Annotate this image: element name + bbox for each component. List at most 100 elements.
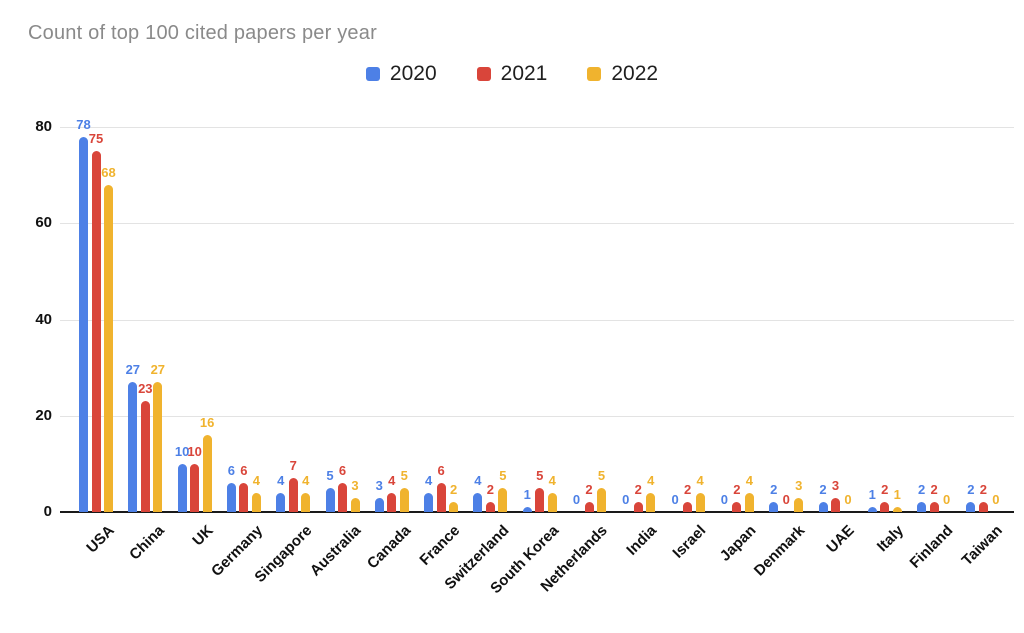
bar-france-2020[interactable]	[424, 492, 434, 512]
bar-usa-2022[interactable]	[104, 184, 113, 512]
bar-uk-2021[interactable]	[190, 463, 200, 512]
bar-singapore-2020[interactable]	[276, 492, 286, 512]
bar-label-canada-2021: 4	[388, 472, 396, 488]
bar-india-2021[interactable]	[633, 502, 643, 512]
bar-israel-2022[interactable]	[695, 492, 705, 512]
bar-label-south-korea-2022: 4	[548, 472, 556, 488]
bar-italy-2022[interactable]	[892, 507, 902, 512]
x-axis-line	[60, 511, 1014, 513]
bar-label-italy-2020: 1	[868, 487, 876, 503]
bar-label-uk-2020: 10	[174, 443, 190, 459]
legend-swatch-2021	[476, 67, 491, 81]
bar-label-israel-2022: 4	[696, 472, 704, 488]
bar-canada-2021[interactable]	[387, 492, 397, 512]
bar-uae-2021[interactable]	[831, 497, 840, 512]
legend: 2020 2021 2022	[0, 62, 1024, 86]
bar-germany-2020[interactable]	[226, 483, 236, 512]
bar-label-south-korea-2021: 5	[536, 467, 544, 483]
bar-australia-2021[interactable]	[338, 483, 347, 512]
bar-label-finland-2022: 0	[942, 492, 951, 507]
bar-israel-2021[interactable]	[683, 502, 693, 512]
bar-france-2021[interactable]	[436, 483, 446, 512]
bar-japan-2022[interactable]	[744, 492, 754, 512]
legend-item-2020[interactable]: 2020	[365, 62, 437, 86]
bar-switzerland-2022[interactable]	[498, 487, 508, 512]
bar-singapore-2022[interactable]	[301, 492, 311, 512]
bar-germany-2021[interactable]	[239, 483, 249, 512]
bar-usa-2020[interactable]	[79, 136, 88, 512]
bar-china-2021[interactable]	[140, 401, 150, 512]
bar-australia-2020[interactable]	[325, 487, 335, 512]
legend-swatch-2020	[365, 67, 380, 81]
bar-label-germany-2020: 6	[227, 463, 235, 479]
bar-switzerland-2021[interactable]	[485, 502, 495, 512]
bar-label-taiwan-2022: 0	[992, 492, 1000, 507]
bar-australia-2022[interactable]	[350, 497, 360, 512]
bar-netherlands-2021[interactable]	[584, 502, 594, 512]
bar-label-china-2021: 23	[138, 381, 153, 397]
bar-denmark-2020[interactable]	[769, 502, 779, 512]
bar-italy-2021[interactable]	[880, 502, 890, 512]
bar-label-denmark-2021: 0	[782, 492, 790, 507]
bar-netherlands-2022[interactable]	[597, 487, 606, 512]
bar-label-india-2022: 4	[647, 472, 655, 488]
bar-china-2020[interactable]	[128, 382, 138, 512]
bar-label-denmark-2022: 3	[795, 477, 803, 493]
bar-japan-2021[interactable]	[732, 502, 742, 512]
x-tick-label-india: India	[623, 522, 661, 559]
legend-item-2021[interactable]: 2021	[476, 62, 547, 86]
bar-south-korea-2022[interactable]	[547, 492, 557, 512]
bar-china-2022[interactable]	[153, 382, 163, 512]
bar-france-2022[interactable]	[449, 502, 459, 512]
bar-uk-2020[interactable]	[177, 463, 187, 512]
bar-canada-2022[interactable]	[399, 487, 409, 512]
bar-finland-2020[interactable]	[917, 502, 927, 512]
legend-item-2022[interactable]: 2022	[587, 62, 658, 86]
bar-label-japan-2020: 0	[720, 492, 728, 507]
bar-label-canada-2022: 5	[400, 467, 408, 483]
bar-canada-2020[interactable]	[374, 497, 384, 512]
bar-south-korea-2021[interactable]	[535, 487, 545, 512]
bar-south-korea-2020[interactable]	[522, 507, 532, 512]
bar-label-japan-2021: 2	[733, 482, 741, 498]
bar-label-uae-2022: 0	[844, 492, 852, 507]
bar-taiwan-2021[interactable]	[978, 502, 988, 512]
legend-swatch-2022	[587, 67, 602, 81]
bar-finland-2021[interactable]	[929, 502, 939, 512]
x-tick-label-france: France	[416, 522, 464, 569]
bar-germany-2022[interactable]	[251, 492, 261, 512]
bar-italy-2020[interactable]	[867, 507, 877, 512]
legend-label-2020: 2020	[389, 62, 437, 85]
bar-india-2022[interactable]	[646, 492, 656, 512]
x-tick-label-denmark: Denmark	[750, 522, 809, 580]
bar-label-netherlands-2021: 2	[585, 482, 593, 498]
bar-label-switzerland-2021: 2	[486, 482, 494, 498]
bar-label-south-korea-2020: 1	[523, 487, 531, 503]
legend-label-2022: 2022	[611, 62, 659, 85]
bar-label-denmark-2020: 2	[770, 482, 778, 498]
bar-uk-2022[interactable]	[202, 435, 212, 512]
bar-label-netherlands-2022: 5	[597, 467, 606, 483]
bar-denmark-2022[interactable]	[794, 497, 804, 512]
bar-label-switzerland-2020: 4	[474, 472, 482, 488]
bar-singapore-2021[interactable]	[288, 478, 298, 512]
x-tick-label-china: China	[125, 522, 168, 564]
bar-switzerland-2020[interactable]	[473, 492, 483, 512]
bar-label-italy-2022: 1	[893, 487, 901, 503]
x-tick-label-uae: UAE	[823, 522, 858, 557]
y-tick-label-40: 40	[35, 310, 52, 328]
bar-usa-2021[interactable]	[91, 151, 101, 512]
bar-label-germany-2022: 4	[252, 472, 260, 488]
x-tick-label-israel: Israel	[669, 522, 710, 562]
bar-label-china-2022: 27	[150, 362, 166, 378]
bar-label-japan-2022: 4	[745, 472, 753, 488]
bar-uae-2020[interactable]	[818, 502, 828, 512]
y-tick-label-60: 60	[35, 214, 52, 232]
y-tick-label-80: 80	[35, 118, 52, 135]
gridline-80	[60, 127, 1014, 128]
x-tick-label-usa: USA	[83, 522, 119, 557]
bar-taiwan-2020[interactable]	[966, 502, 976, 512]
bar-label-uk-2022: 16	[199, 415, 215, 430]
bar-label-singapore-2022: 4	[302, 472, 310, 488]
bar-label-australia-2021: 6	[338, 463, 347, 479]
